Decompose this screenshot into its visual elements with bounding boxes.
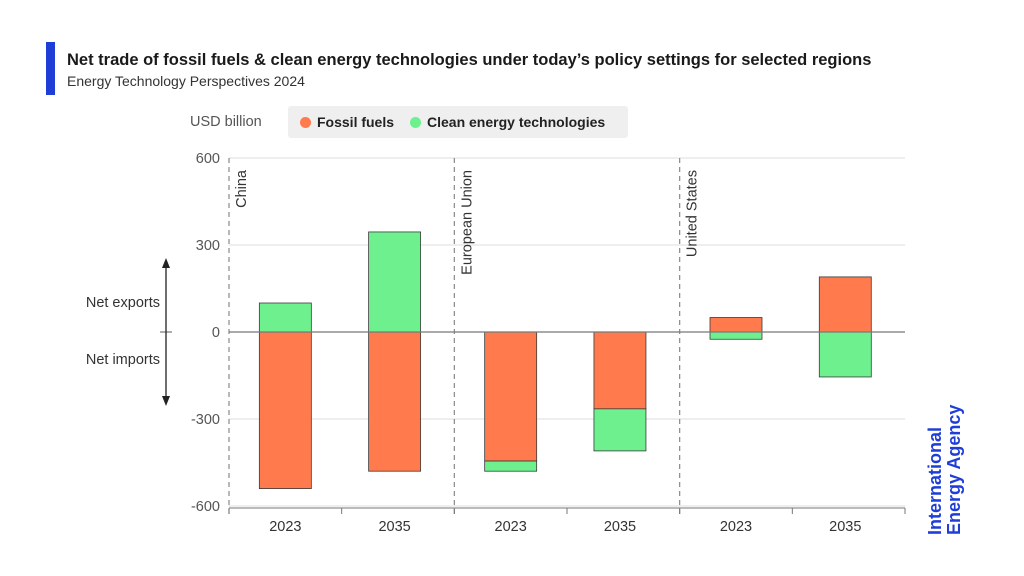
y-tick-label: 300 [196,238,220,254]
arrow-down-icon [162,396,170,406]
y-tick-label: -600 [191,499,220,515]
chart-subtitle: Energy Technology Perspectives 2024 [67,73,305,89]
net-imports-label: Net imports [86,352,160,368]
bar-clean-energy [593,408,647,452]
x-tick-label: 2023 [269,519,301,535]
bar-clean-energy [368,231,422,333]
bar-fossil-fuels [368,331,422,472]
iea-logo-line-1: International [925,426,945,535]
group-label: China [234,169,250,208]
legend-swatch-fossil-fuels [300,116,311,128]
iea-logo: International Energy Agency [925,404,1024,535]
y-tick-label: -300 [191,412,220,428]
bar-fossil-fuels [593,331,647,410]
legend-item-fossil-fuels: Fossil fuels [300,114,394,130]
x-tick-label: 2023 [495,519,527,535]
x-tick-label: 2035 [378,519,410,535]
legend-swatch-clean-energy [410,116,421,128]
bar-fossil-fuels [709,317,763,333]
arrow-up-icon [162,258,170,268]
x-tick-label: 2035 [829,519,861,535]
unit-label: USD billion [190,114,262,130]
bar-clean-energy [709,331,763,340]
legend-item-clean-energy: Clean energy technologies [410,114,605,130]
bar-clean-energy [818,331,872,378]
bar-fossil-fuels [818,276,872,333]
bar-clean-energy [258,302,312,333]
chart-title: Net trade of fossil fuels & clean energy… [67,51,872,69]
iea-logo-line-2: Energy Agency [944,404,964,535]
net-exports-label: Net exports [86,295,160,311]
bar-fossil-fuels [484,331,538,462]
x-tick-label: 2023 [720,519,752,535]
title-accent-bar [46,42,55,95]
legend-label-clean-energy: Clean energy technologies [427,114,606,130]
y-tick-label: 600 [196,151,220,167]
bar-fossil-fuels [258,331,312,490]
legend: Fossil fuels Clean energy technologies [288,106,628,138]
group-label: European Union [459,170,475,275]
legend-label-fossil-fuels: Fossil fuels [317,114,395,130]
x-tick-label: 2035 [604,519,636,535]
group-label: United States [685,170,701,257]
y-tick-label: 0 [212,325,220,341]
bar-clean-energy [484,460,538,472]
